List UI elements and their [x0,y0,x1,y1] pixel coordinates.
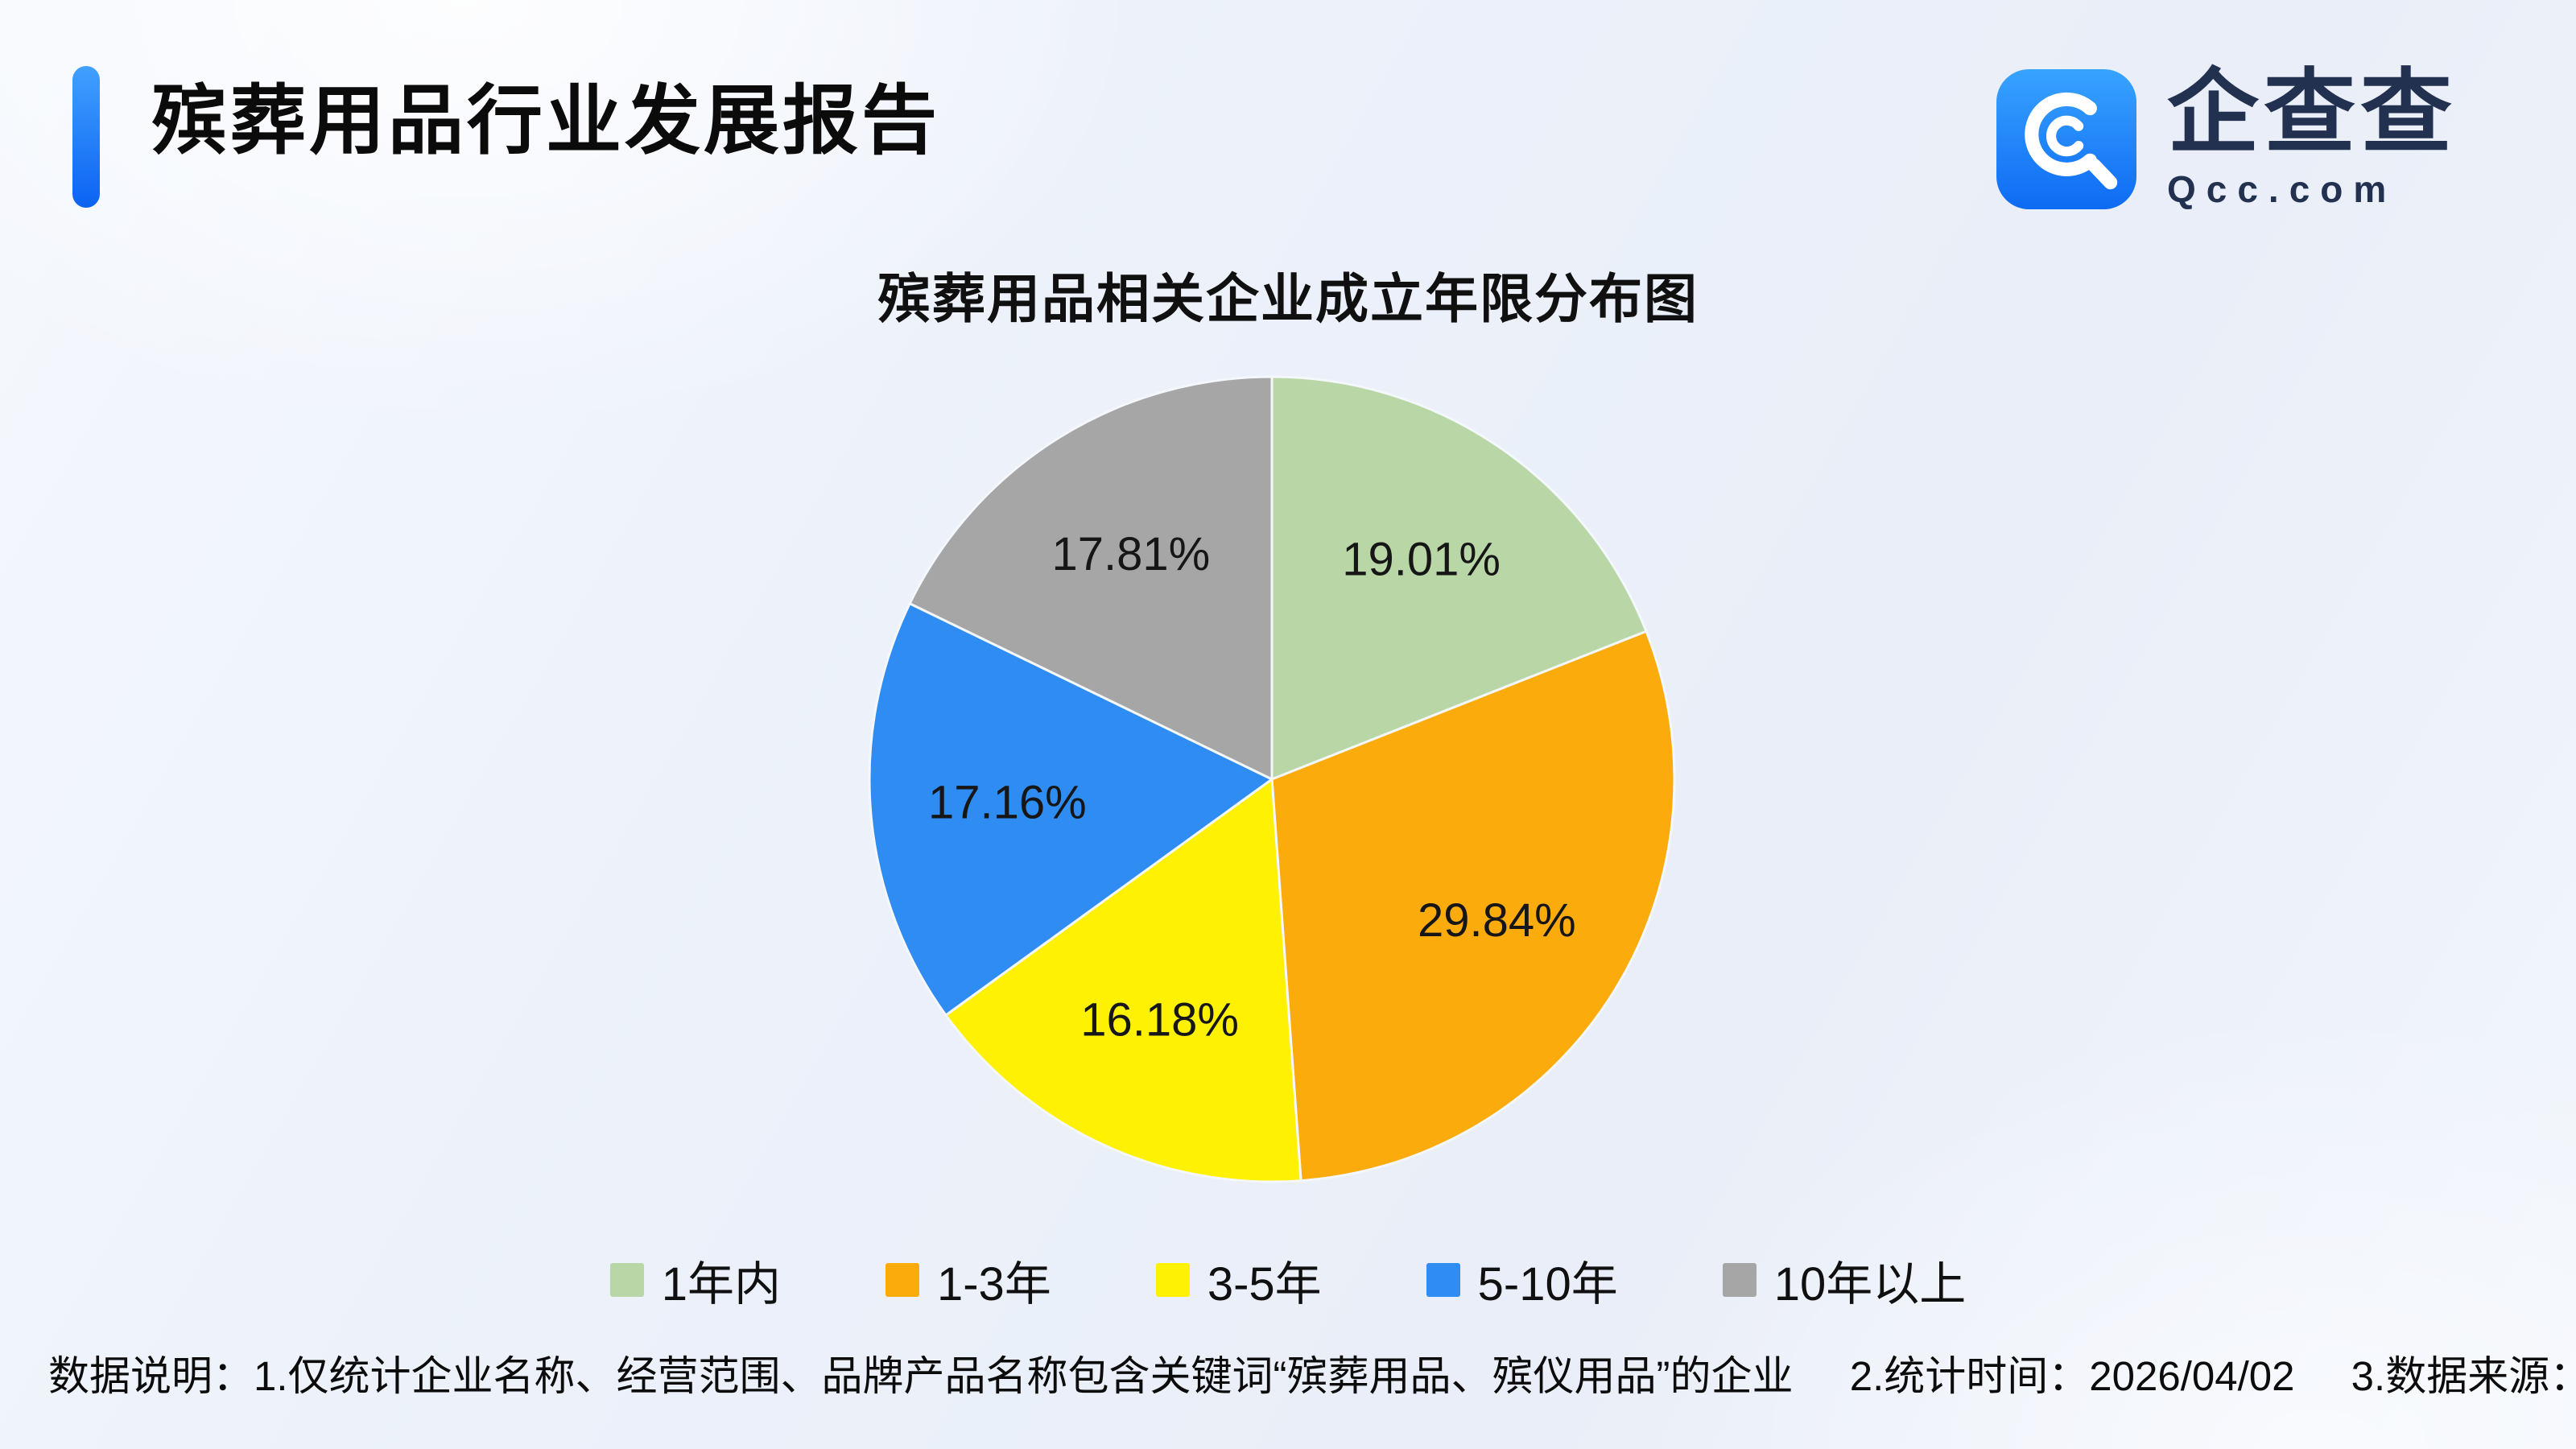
legend-label-2: 1-3年 [936,1258,1051,1311]
legend-item-3: 3-5年 [1155,1246,1322,1314]
pie-slice-4 [868,602,1274,1017]
pie-slice-label-2: 29.84% [1418,894,1576,947]
pie-slice-1 [1270,375,1648,781]
footnote-item-3: 3.数据来源：企查查 [2351,1353,2576,1399]
qcc-magnifier-icon [1996,69,2136,209]
footnote: 数据说明：1.仅统计企业名称、经营范围、品牌产品名称包含关键词“殡葬用品、殡仪用… [48,1343,2576,1402]
title-accent-bar [72,66,100,208]
footnote-item-1: 1.仅统计企业名称、经营范围、品牌产品名称包含关键词“殡葬用品、殡仪用品”的企业 [254,1353,1794,1399]
legend-item-4: 5-10年 [1426,1246,1618,1314]
legend-swatch-4 [1426,1263,1460,1297]
pie-slice-5 [908,375,1274,781]
pie-chart: 19.01% 29.84% 16.18% 17.16% 17.81% [861,369,1682,1190]
footnote-prefix: 数据说明： [48,1353,254,1399]
legend-label-4: 5-10年 [1477,1258,1618,1311]
chart-legend: 1年内 1-3年 3-5年 5-10年 10年以上 [0,1246,2576,1314]
legend-item-2: 1-3年 [885,1246,1051,1314]
legend-label-1: 1年内 [661,1258,781,1311]
chart-title: 殡葬用品相关企业成立年限分布图 [877,269,1699,328]
qcc-logo: 企查查 Qcc.com [1995,68,2457,211]
legend-swatch-1 [609,1263,644,1297]
legend-label-5: 10年以上 [1773,1258,1967,1311]
pie-slice-label-5: 17.81% [1051,528,1210,580]
legend-swatch-2 [885,1263,919,1297]
pie-slice-label-4: 17.16% [928,776,1087,828]
legend-swatch-3 [1155,1263,1190,1297]
report-title: 殡葬用品行业发展报告 [151,78,941,163]
legend-label-3: 3-5年 [1207,1258,1322,1311]
pie-slice-label-3: 16.18% [1080,994,1239,1046]
pie-chart-svg: 19.01% 29.84% 16.18% 17.16% 17.81% [868,375,1676,1183]
legend-item-5: 10年以上 [1722,1246,1967,1314]
brand-domain: Qcc.com [2166,168,2397,210]
pie-slice-2 [1270,630,1676,1183]
pie-slice-label-1: 19.01% [1342,534,1501,586]
footnote-item-2: 2.统计时间：2026/04/02 [1849,1353,2295,1399]
legend-swatch-5 [1722,1263,1757,1297]
pie-slice-3 [944,778,1302,1183]
qcc-logo-text: 企查查 Qcc.com [2167,68,2457,211]
legend-item-1: 1年内 [609,1246,781,1314]
brand-name: 企查查 [2166,62,2457,164]
